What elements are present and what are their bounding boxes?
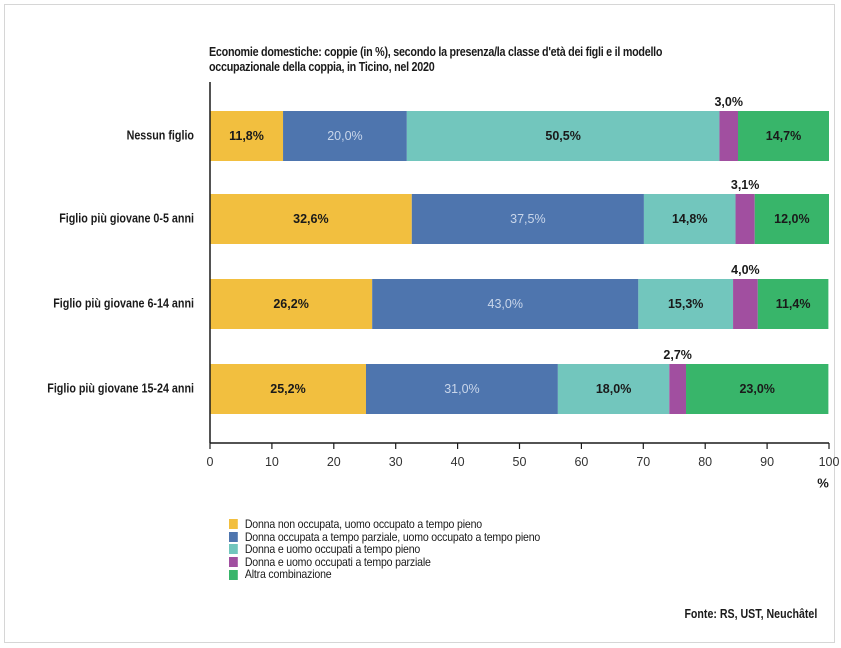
x-tick-label: 20 [327,455,341,469]
x-tick-label: 50 [513,455,527,469]
bar-segment [365,364,558,414]
bar-segment [557,364,670,414]
data-label: 3,1% [731,178,760,192]
data-label: 3,0% [714,95,743,109]
x-tick-label: 70 [636,455,650,469]
data-label: 18,0% [596,382,631,396]
chart-title: Economie domestiche: coppie (in %), seco… [209,45,725,75]
legend-item: Donna non occupata, uomo occupato a temp… [229,518,540,531]
legend-label: Donna non occupata, uomo occupato a temp… [244,517,482,531]
bar-segment [686,364,829,414]
legend-item: Donna e uomo occupati a tempo pieno [229,543,540,556]
x-tick-label: 30 [389,455,403,469]
bar-segment [411,194,644,244]
source-note: Fonte: RS, UST, Neuchâtel [684,607,817,621]
data-label: 32,6% [293,212,328,226]
x-tick-label: 40 [451,455,465,469]
bar-segment [210,111,284,161]
data-label: 11,4% [776,297,811,311]
legend-item: Donna e uomo occupati a tempo parziale [229,556,540,569]
bar-segment [719,111,739,161]
chart-title-line-2: occupazionale della coppia, in Ticino, n… [209,60,435,74]
bar-segment [738,111,829,161]
data-label: 20,0% [327,129,362,143]
bar-segment [283,111,407,161]
data-label: 14,7% [766,129,801,143]
x-tick-label: 0 [207,455,214,469]
data-label: 23,0% [739,382,774,396]
bar-segment [210,194,412,244]
data-label: 50,5% [545,129,580,143]
bar-segment [754,194,829,244]
bar-segment [406,111,720,161]
data-label: 2,7% [663,348,692,362]
x-unit-label: % [817,476,829,491]
x-tick-label: 60 [574,455,588,469]
legend-item: Donna occupata a tempo parziale, uomo oc… [229,529,541,544]
chart-title-line-1: Economie domestiche: coppie (in %), seco… [209,45,663,59]
category-label: Figlio più giovane 0-5 anni [59,212,194,226]
bar-segment [733,279,758,329]
chart-legend: Donna non occupata, uomo occupato a temp… [229,518,583,581]
bar-segment [210,364,366,414]
data-label: 37,5% [510,212,545,226]
legend-swatch [229,544,238,555]
data-label: 26,2% [273,297,308,311]
x-tick-label: 10 [265,455,279,469]
data-label: 14,8% [672,212,707,226]
category-label: Figlio più giovane 15-24 anni [47,382,194,396]
legend-swatch [229,557,238,568]
legend-swatch [229,531,238,542]
category-label: Figlio più giovane 6-14 anni [53,297,194,311]
category-label: Nessun figlio [127,129,194,143]
data-label: 31,0% [444,382,479,396]
legend-label: Donna e uomo occupati a tempo pieno [244,542,421,557]
x-tick-label: 80 [698,455,712,469]
legend-label: Altra combinazione [244,567,332,582]
bar-segment [643,194,736,244]
data-label: 4,0% [731,263,760,277]
data-label: 12,0% [774,212,809,226]
bar-segment [372,279,639,329]
legend-label: Donna occupata a tempo parziale, uomo oc… [244,529,541,544]
legend-swatch [229,519,238,530]
bar-segment [638,279,734,329]
data-label: 15,3% [668,297,703,311]
legend-swatch [229,569,238,580]
legend-label: Donna e uomo occupati a tempo parziale [244,554,431,569]
x-tick-label: 90 [760,455,774,469]
bar-segment [210,279,373,329]
bar-segment [757,279,829,329]
data-label: 43,0% [488,297,523,311]
bar-segment [735,194,755,244]
data-label: 25,2% [270,382,305,396]
x-tick-label: 100 [819,455,840,469]
data-label: 11,8% [229,129,264,143]
bar-segment [669,364,687,414]
legend-item: Altra combinazione [229,568,540,581]
